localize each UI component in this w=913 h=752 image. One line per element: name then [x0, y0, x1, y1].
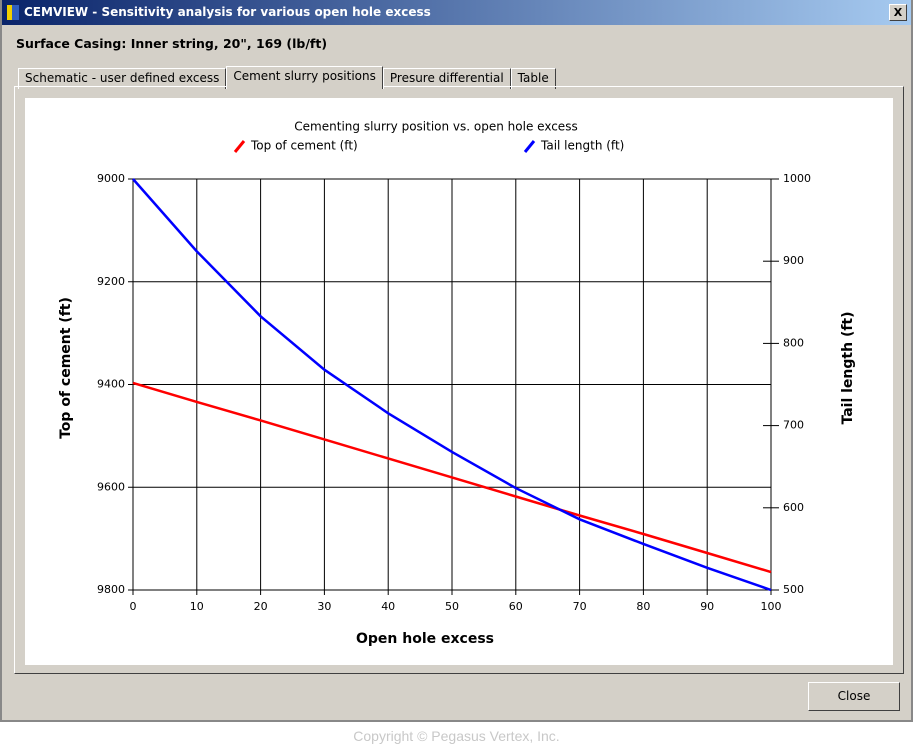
window-title: CEMVIEW - Sensitivity analysis for vario… [24, 5, 431, 19]
tab-panel: Cementing slurry position vs. open hole … [14, 86, 904, 674]
x-tick-label: 20 [254, 600, 268, 613]
y2-tick-label: 500 [783, 583, 804, 596]
chart-title: Cementing slurry position vs. open hole … [294, 120, 577, 134]
legend-marker [523, 140, 536, 153]
title-bar: CEMVIEW - Sensitivity analysis for vario… [2, 0, 911, 25]
legend-label: Top of cement (ft) [250, 139, 358, 153]
x-tick-label: 80 [636, 600, 650, 613]
x-tick-label: 100 [761, 600, 782, 613]
copyright: Copyright © Pegasus Vertex, Inc. [353, 728, 560, 744]
legend-marker [233, 140, 246, 153]
plot-frame [132, 178, 772, 591]
subtitle: Surface Casing: Inner string, 20", 169 (… [16, 36, 328, 51]
x-tick-label: 0 [130, 600, 137, 613]
tab[interactable]: Presure differential [382, 68, 511, 89]
y2-tick-label: 1000 [783, 172, 811, 185]
tab[interactable]: Schematic - user defined excess [18, 68, 227, 89]
y2-tick-label: 700 [783, 419, 804, 432]
y-tick-label: 9400 [97, 378, 125, 391]
x-tick-label: 50 [445, 600, 459, 613]
x-tick-label: 30 [317, 600, 331, 613]
close-button[interactable]: Close [808, 682, 900, 711]
y2-axis-label: Tail length (ft) [840, 311, 856, 424]
tab-strip: Schematic - user defined excess Cement sl… [18, 66, 556, 89]
y-tick-label: 9000 [97, 172, 125, 185]
y2-tick-label: 900 [783, 254, 804, 267]
chart-area: Cementing slurry position vs. open hole … [25, 98, 893, 665]
y-tick-label: 9200 [97, 275, 125, 288]
chart: Cementing slurry position vs. open hole … [58, 120, 856, 648]
x-tick-label: 60 [509, 600, 523, 613]
y2-tick-label: 800 [783, 336, 804, 349]
x-tick-label: 70 [573, 600, 587, 613]
window: CEMVIEW - Sensitivity analysis for vario… [0, 0, 913, 722]
x-tick-label: 90 [700, 600, 714, 613]
x-tick-label: 40 [381, 600, 395, 613]
tab[interactable]: Cement slurry positions [226, 66, 383, 89]
tab[interactable]: Table [510, 68, 556, 89]
close-window-button[interactable]: X [889, 4, 907, 21]
y2-tick-label: 600 [783, 501, 804, 514]
legend-label: Tail length (ft) [540, 139, 624, 153]
y-tick-label: 9600 [97, 480, 125, 493]
y-tick-label: 9800 [97, 583, 125, 596]
data-line [132, 178, 772, 592]
data-line [132, 381, 772, 574]
x-tick-label: 10 [190, 600, 204, 613]
x-axis-label: Open hole excess [356, 631, 494, 647]
app-icon [7, 5, 19, 20]
y-axis-label: Top of cement (ft) [58, 297, 74, 439]
